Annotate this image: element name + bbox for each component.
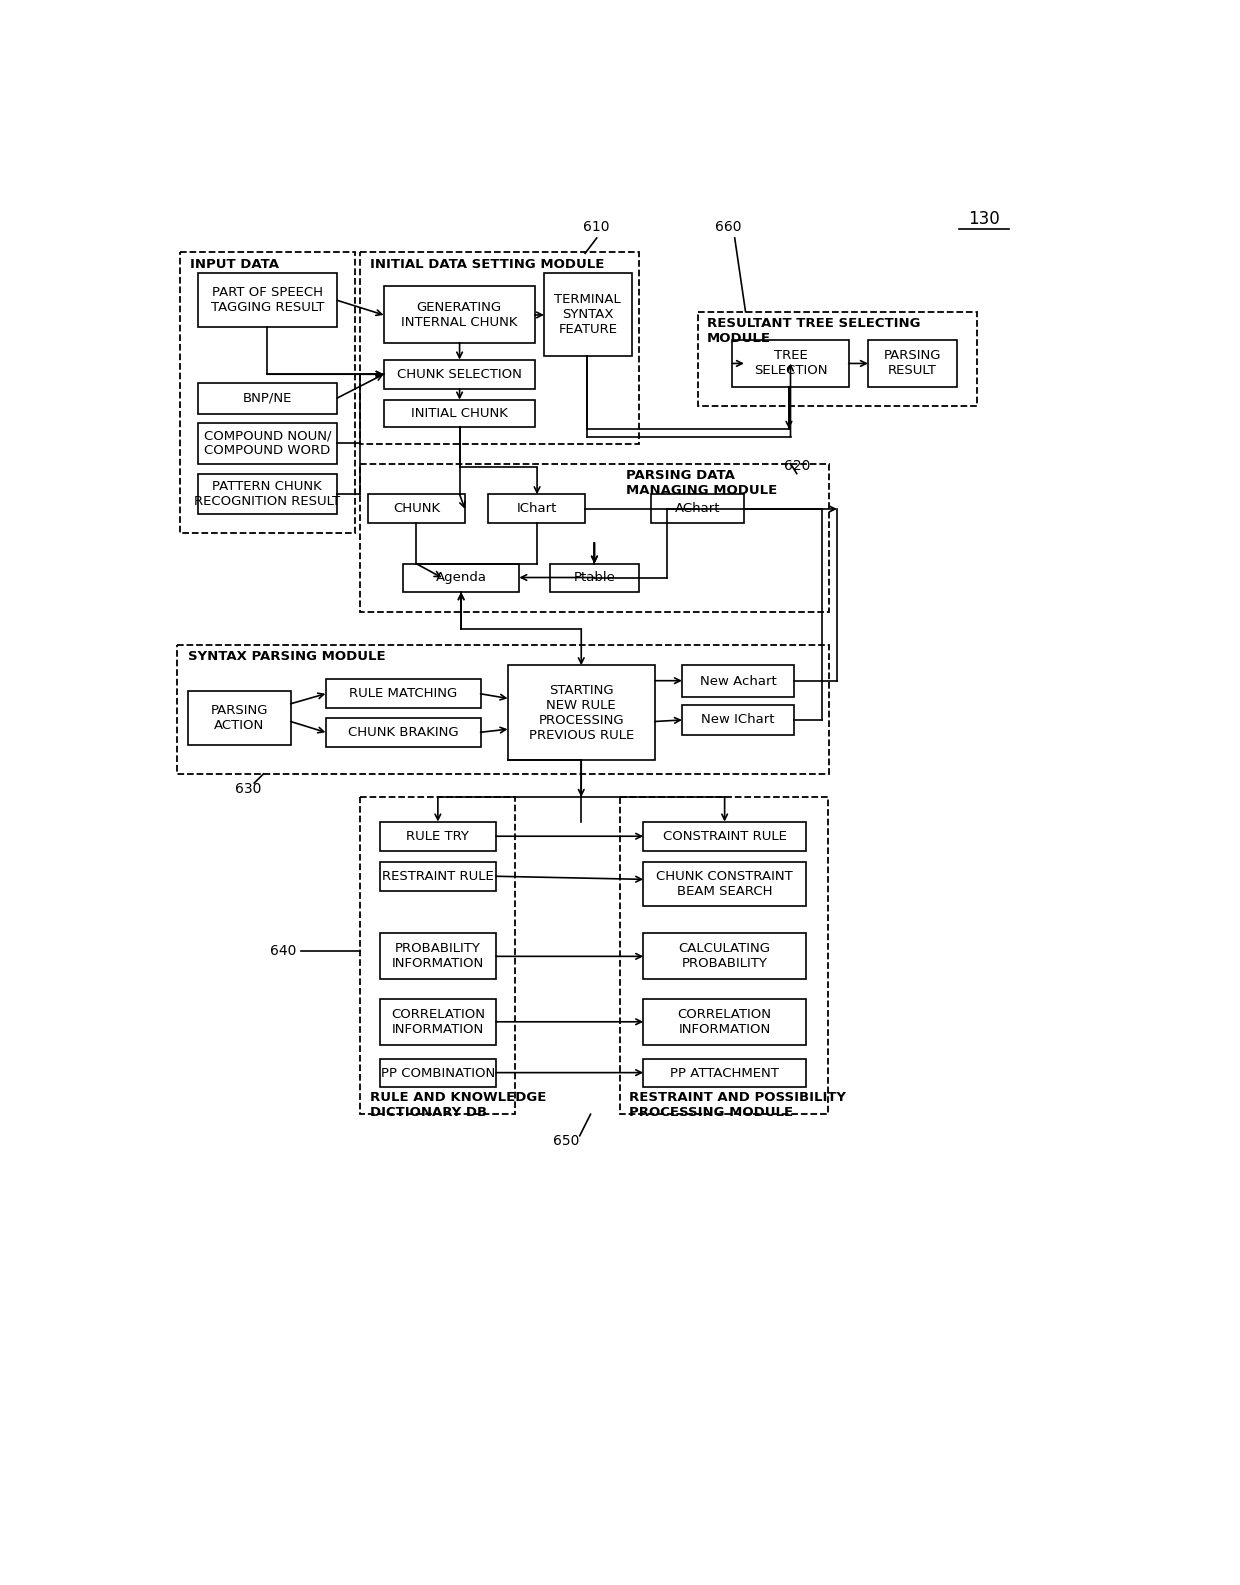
Text: RULE MATCHING: RULE MATCHING — [348, 688, 458, 701]
Bar — [180, 252, 355, 533]
Text: COMPOUND NOUN/
COMPOUND WORD: COMPOUND NOUN/ COMPOUND WORD — [203, 430, 331, 456]
Bar — [868, 341, 957, 387]
Bar — [644, 934, 806, 980]
Text: TREE
SELECTION: TREE SELECTION — [754, 349, 827, 377]
Bar — [644, 821, 806, 851]
Text: 630: 630 — [234, 783, 262, 796]
Bar — [507, 666, 655, 759]
Text: 610: 610 — [584, 220, 610, 235]
Text: RESTRAINT RULE: RESTRAINT RULE — [382, 870, 494, 883]
Bar — [325, 678, 481, 708]
Text: AChart: AChart — [675, 502, 720, 515]
Bar — [325, 718, 481, 747]
Bar — [383, 399, 534, 428]
Bar — [620, 797, 828, 1114]
Text: Ptable: Ptable — [574, 572, 616, 585]
Text: PATTERN CHUNK
RECOGNITION RESULT: PATTERN CHUNK RECOGNITION RESULT — [195, 480, 341, 507]
Text: New IChart: New IChart — [702, 713, 775, 726]
Text: SYNTAX PARSING MODULE: SYNTAX PARSING MODULE — [187, 650, 386, 663]
Bar — [682, 705, 795, 735]
Bar — [733, 341, 848, 387]
Text: 620: 620 — [784, 460, 810, 472]
Bar — [544, 273, 631, 355]
Text: CORRELATION
INFORMATION: CORRELATION INFORMATION — [677, 1008, 771, 1037]
Bar — [187, 691, 290, 745]
Text: PARSING
ACTION: PARSING ACTION — [211, 704, 268, 732]
Text: INITIAL DATA SETTING MODULE: INITIAL DATA SETTING MODULE — [371, 258, 605, 271]
Text: PP COMBINATION: PP COMBINATION — [381, 1067, 495, 1079]
Text: CHUNK SELECTION: CHUNK SELECTION — [397, 368, 522, 380]
Text: PARSING
RESULT: PARSING RESULT — [884, 349, 941, 377]
Bar — [379, 1059, 496, 1087]
Bar — [197, 273, 337, 327]
Bar — [644, 999, 806, 1045]
Bar — [379, 862, 496, 891]
Bar — [361, 797, 516, 1114]
Text: BNP/NE: BNP/NE — [243, 391, 293, 404]
Bar — [176, 645, 830, 773]
Text: TERMINAL
SYNTAX
FEATURE: TERMINAL SYNTAX FEATURE — [554, 293, 621, 336]
Text: CALCULATING
PROBABILITY: CALCULATING PROBABILITY — [678, 943, 770, 970]
Text: CORRELATION
INFORMATION: CORRELATION INFORMATION — [391, 1008, 485, 1037]
Text: 640: 640 — [269, 945, 296, 957]
Text: INPUT DATA: INPUT DATA — [190, 258, 279, 271]
Text: Agenda: Agenda — [435, 572, 486, 585]
Bar — [644, 862, 806, 907]
Text: PARSING DATA
MANAGING MODULE: PARSING DATA MANAGING MODULE — [626, 469, 777, 498]
Text: GENERATING
INTERNAL CHUNK: GENERATING INTERNAL CHUNK — [401, 301, 517, 328]
Text: RULE TRY: RULE TRY — [407, 829, 469, 843]
Text: 650: 650 — [553, 1135, 579, 1148]
Text: CONSTRAINT RULE: CONSTRAINT RULE — [662, 829, 786, 843]
Text: INITIAL CHUNK: INITIAL CHUNK — [410, 407, 507, 420]
Text: CHUNK BRAKING: CHUNK BRAKING — [347, 726, 459, 739]
Bar — [651, 495, 744, 523]
Text: PP ATTACHMENT: PP ATTACHMENT — [670, 1067, 779, 1079]
Text: New Achart: New Achart — [699, 675, 776, 688]
Text: 660: 660 — [715, 220, 742, 235]
Text: PART OF SPEECH
TAGGING RESULT: PART OF SPEECH TAGGING RESULT — [211, 287, 324, 314]
Bar — [197, 382, 337, 414]
Bar — [383, 287, 534, 342]
Bar — [403, 564, 520, 593]
Bar — [197, 474, 337, 514]
Text: IChart: IChart — [517, 502, 557, 515]
Bar — [379, 999, 496, 1045]
Bar — [379, 821, 496, 851]
Bar — [379, 934, 496, 980]
Bar — [361, 252, 640, 444]
Text: STARTING
NEW RULE
PROCESSING
PREVIOUS RULE: STARTING NEW RULE PROCESSING PREVIOUS RU… — [528, 683, 634, 742]
Text: RESTRAINT AND POSSIBILITY
PROCESSING MODULE: RESTRAINT AND POSSIBILITY PROCESSING MOD… — [629, 1090, 846, 1119]
Text: RULE AND KNOWLEDGE
DICTIONARY DB: RULE AND KNOWLEDGE DICTIONARY DB — [371, 1090, 547, 1119]
Bar — [197, 423, 337, 463]
Bar — [489, 495, 585, 523]
Text: 130: 130 — [968, 211, 1001, 228]
Text: PROBABILITY
INFORMATION: PROBABILITY INFORMATION — [392, 943, 484, 970]
Bar — [682, 666, 795, 697]
Bar — [644, 1059, 806, 1087]
Text: CHUNK: CHUNK — [393, 502, 440, 515]
Bar — [383, 360, 534, 388]
Bar — [697, 312, 977, 406]
Bar — [368, 495, 465, 523]
Bar — [551, 564, 640, 593]
Bar — [361, 463, 830, 612]
Text: RESULTANT TREE SELECTING
MODULE: RESULTANT TREE SELECTING MODULE — [707, 317, 920, 346]
Text: CHUNK CONSTRAINT
BEAM SEARCH: CHUNK CONSTRAINT BEAM SEARCH — [656, 870, 794, 899]
